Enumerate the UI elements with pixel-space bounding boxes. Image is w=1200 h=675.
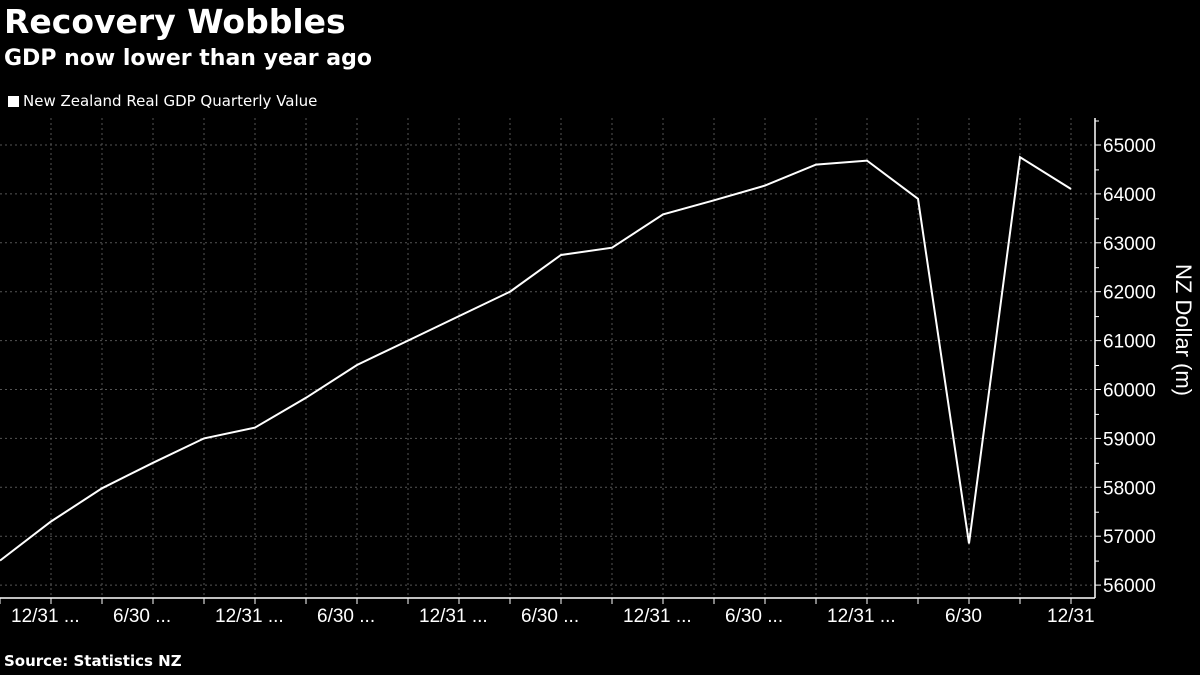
y-axis-label: NZ Dollar (m)	[1171, 264, 1196, 396]
legend-label: New Zealand Real GDP Quarterly Value	[23, 92, 318, 110]
x-tick-label: 12/31 ...	[11, 606, 80, 627]
y-tick-label: 60000	[1103, 381, 1156, 402]
x-tick-label: 12/31 ...	[215, 606, 284, 627]
source-note: Source: Statistics NZ	[4, 652, 182, 670]
y-tick-label: 63000	[1103, 234, 1156, 255]
y-tick-label: 61000	[1103, 332, 1156, 353]
x-tick-label: 12/31 ...	[623, 606, 692, 627]
y-tick-label: 62000	[1103, 283, 1156, 304]
x-tick-label: 12/31 ...	[419, 606, 488, 627]
y-tick-label: 64000	[1103, 185, 1156, 206]
x-tick-label: 12/31	[1047, 606, 1095, 627]
legend-swatch	[8, 95, 19, 107]
y-tick-label: 56000	[1103, 576, 1156, 597]
x-tick-label: 12/31 ...	[827, 606, 896, 627]
y-tick-label: 59000	[1103, 429, 1156, 450]
chart-subtitle: GDP now lower than year ago	[4, 46, 372, 71]
x-tick-label: 6/30 ...	[113, 606, 171, 627]
y-tick-label: 58000	[1103, 478, 1156, 499]
chart-title: Recovery Wobbles	[4, 2, 346, 41]
x-tick-label: 6/30 ...	[725, 606, 783, 627]
x-tick-label: 6/30 ...	[317, 606, 375, 627]
x-tick-label: 6/30 ...	[521, 606, 579, 627]
legend: New Zealand Real GDP Quarterly Value	[8, 92, 317, 110]
x-tick-label: 6/30	[945, 606, 982, 627]
series-line	[0, 155, 1072, 562]
y-tick-label: 65000	[1103, 136, 1156, 157]
y-tick-label: 57000	[1103, 527, 1156, 548]
